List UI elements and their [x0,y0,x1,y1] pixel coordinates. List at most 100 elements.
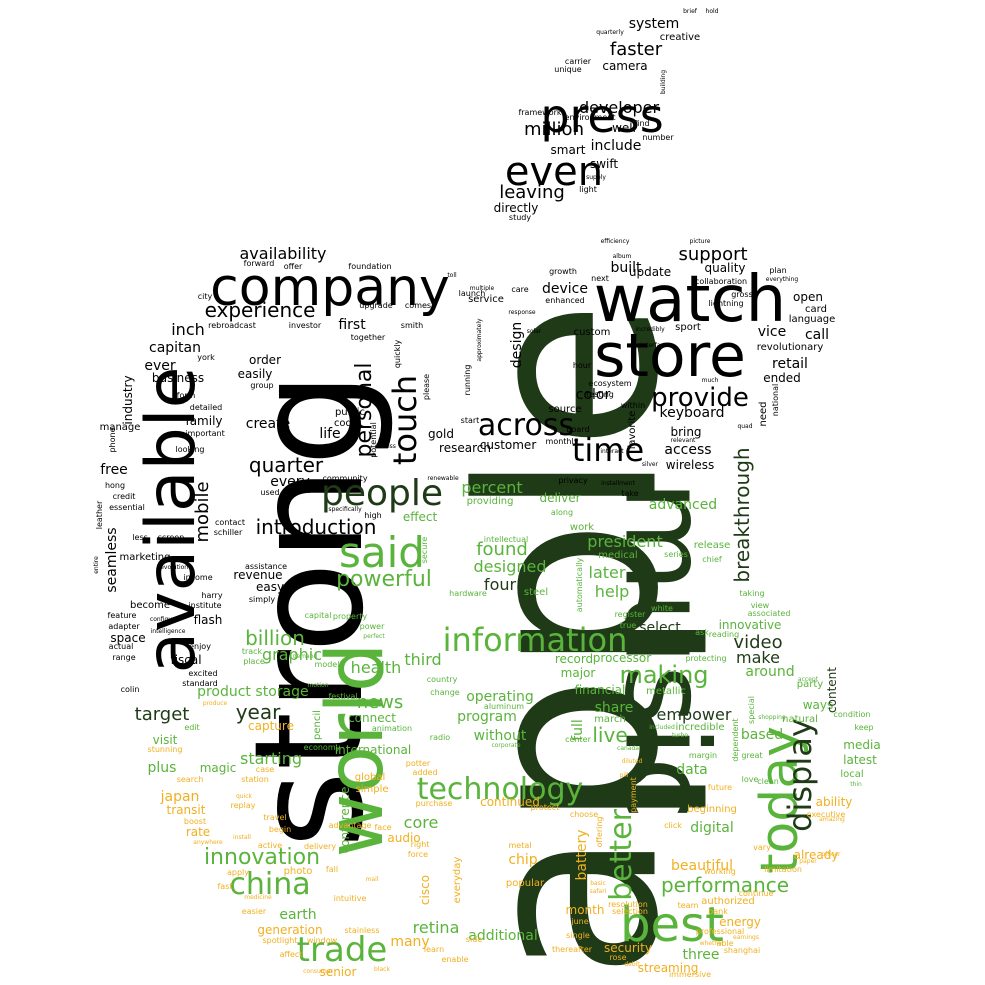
word-radio: radio [429,733,451,742]
word-update: update [628,265,672,279]
word-capital: capital [304,611,332,620]
word-release: release [693,540,731,551]
word-time: time [571,431,645,469]
word-watch: watch [593,263,787,337]
word-configure: configure [149,616,179,623]
word-source: source [548,404,582,415]
word-year: year [235,700,281,724]
word-rose: rose [609,953,627,962]
word-launch: launch [458,289,486,298]
word-fiscal: fiscal [170,653,202,667]
word-comes: comes [404,301,432,310]
word-billion: billion [245,626,305,650]
word-make: make [736,648,780,667]
word-approximately: approximately [476,318,483,362]
word-call: call [804,327,830,343]
word-swift: swift [589,157,619,171]
word-magic: magic [199,761,237,775]
word-revolutionary: revolutionary [756,342,824,353]
word-rebroadcast: rebroadcast [208,321,256,330]
word-camera: camera [602,59,648,73]
word-colin: colin [120,685,140,694]
word-margin: margin [688,751,718,760]
word-company: company [210,258,450,318]
word-professional: professional [695,927,745,936]
word-advantage: advantage [328,821,372,830]
word-earnings: earnings [733,934,759,941]
word-toll: toll [447,272,457,279]
word-included: included [649,724,675,731]
word-force: force [407,850,429,859]
word-president: president [587,532,663,551]
word-life: life [319,426,341,442]
word-unique: unique [554,65,582,74]
word-less: less [132,533,148,542]
word-work: work [569,522,595,533]
word-reading: reading [708,630,740,639]
word-excited: excited [188,669,218,678]
word-share: share [594,700,634,716]
word-picture: picture [689,238,711,245]
word-making: making [619,661,709,689]
word-along: along [550,508,574,517]
word-chief: chief [702,555,722,564]
word-environment: environment [564,113,616,122]
word-choose: choose [569,810,599,819]
word-entire: entire [93,556,100,574]
word-media: media [843,738,881,752]
word-supply: supply [586,174,606,181]
word-international: international [334,743,412,757]
word-offering: offering [595,816,604,848]
word-form: form [176,391,196,400]
word-national: national [771,383,780,417]
word-inch: inch [171,320,205,339]
word-canada: canada [617,745,639,752]
word-photo: photo [283,866,313,877]
word-touch: touch [386,374,424,466]
word-potter: potter [405,759,431,768]
word-intellectual: intellectual [483,535,529,544]
word-percent: percent [461,478,523,497]
word-advanced: advanced [648,497,718,513]
word-keyboard: keyboard [659,405,725,421]
word-york: york [197,353,215,362]
word-ways: ways [802,698,834,712]
word-right: right [410,840,430,849]
word-assistance: assistance [244,562,288,571]
word-based: based [740,727,784,743]
word-program: program [457,709,517,725]
word-demand: demand [292,653,318,660]
word-quarter: quarter [248,453,324,477]
word-business: business [151,371,205,385]
word-looking: looking [175,445,205,454]
word-major: major [560,666,596,680]
word-investor: investor [288,321,322,330]
word-officer: officer [821,851,841,858]
word-powerful: powerful [336,567,432,592]
word-natural: natural [782,714,818,725]
word-support: support [678,244,748,265]
word-content: content [825,667,839,713]
word-generation: generation [257,923,323,937]
word-foundation: foundation [348,262,392,271]
word-mail: mail [365,876,379,883]
word-visit: visit [152,733,178,747]
word-order: order [249,353,281,367]
word-relevant: relevant [670,437,696,444]
word-capitan: capitan [149,340,201,356]
word-beautiful: beautiful [670,858,734,874]
word-marketing: marketing [119,552,171,563]
word-designed: designed [473,557,547,576]
word-rate: rate [185,825,211,839]
word-black: black [374,966,390,973]
word-metal: metal [508,841,532,850]
word-testing: testing [586,390,614,399]
word-smart: smart [550,143,586,157]
word-best: best [620,897,724,953]
word-protecting: protecting [685,654,727,663]
word-quickly: quickly [393,339,402,369]
word-four: four [483,575,517,594]
word-power: power [359,622,385,631]
word-payment: payment [629,777,638,813]
word-renewable: renewable [427,475,459,482]
